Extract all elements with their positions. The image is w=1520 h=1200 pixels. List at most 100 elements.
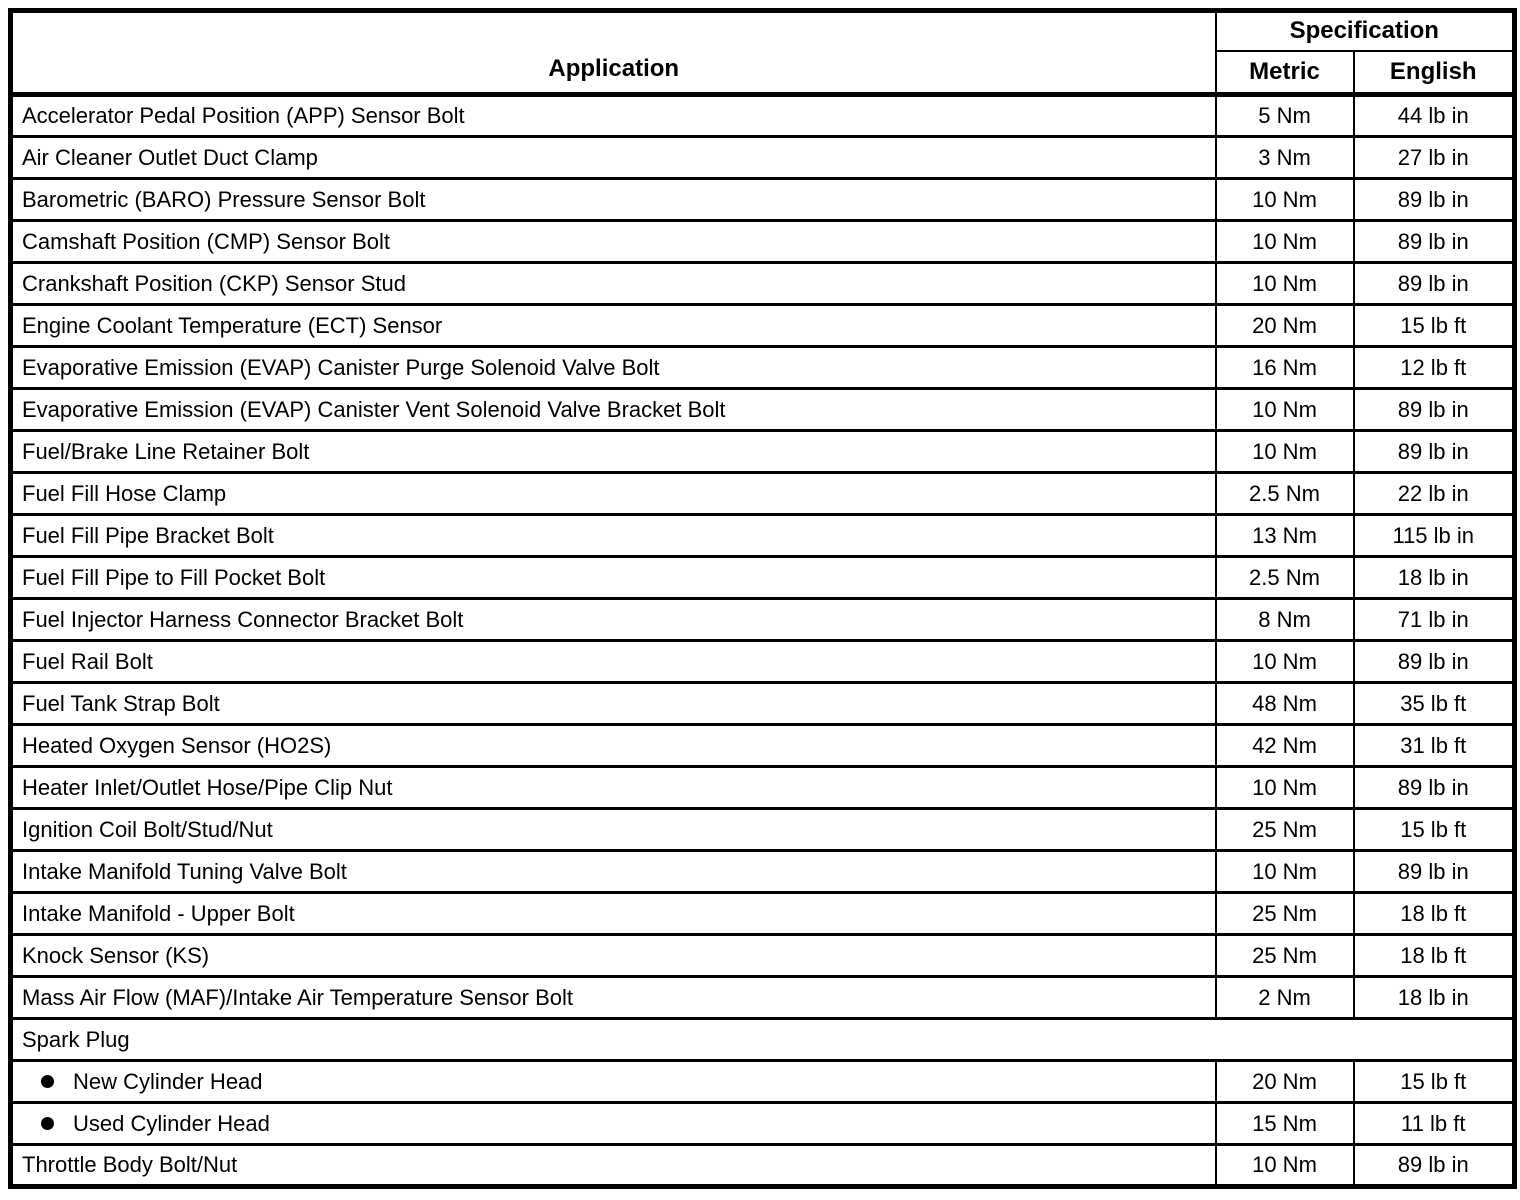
metric-value-cell: 20 Nm	[1214, 303, 1355, 348]
bullet-icon	[41, 1075, 54, 1089]
specification-column-group-header: Specification	[1214, 9, 1516, 52]
english-value-cell: 12 lb ft	[1352, 345, 1516, 390]
metric-value-cell: 48 Nm	[1214, 681, 1355, 726]
application-cell: Fuel/Brake Line Retainer Bolt	[9, 429, 1217, 474]
english-value-cell: 89 lb in	[1352, 261, 1516, 306]
bullet-icon	[41, 1117, 54, 1131]
english-value-cell: 35 lb ft	[1352, 681, 1516, 726]
application-cell: New Cylinder Head	[9, 1059, 1217, 1104]
application-cell: Throttle Body Bolt/Nut	[9, 1143, 1217, 1188]
metric-value-cell: 10 Nm	[1214, 639, 1355, 684]
application-cell: Knock Sensor (KS)	[9, 933, 1217, 978]
table-body: Accelerator Pedal Position (APP) Sensor …	[9, 93, 1516, 1188]
table-row: Barometric (BARO) Pressure Sensor Bolt 10…	[9, 177, 1516, 222]
english-value-cell: 31 lb ft	[1352, 723, 1516, 768]
table-row: Used Cylinder Head 15 Nm 11 lb ft	[9, 1101, 1516, 1146]
english-value-cell: 89 lb in	[1352, 849, 1516, 894]
english-value-cell: 11 lb ft	[1352, 1101, 1516, 1146]
english-value-cell: 89 lb in	[1352, 1143, 1516, 1188]
metric-value-cell: 5 Nm	[1214, 93, 1355, 138]
english-value-cell: 89 lb in	[1352, 387, 1516, 432]
metric-value-cell: 25 Nm	[1214, 807, 1355, 852]
english-value-cell: 18 lb ft	[1352, 933, 1516, 978]
metric-value-cell: 16 Nm	[1214, 345, 1355, 390]
application-cell: Intake Manifold Tuning Valve Bolt	[9, 849, 1217, 894]
english-column-header: English	[1352, 49, 1516, 97]
table-row: Evaporative Emission (EVAP) Canister Pur…	[9, 345, 1516, 390]
english-value-cell: 15 lb ft	[1352, 1059, 1516, 1104]
english-value-cell: 89 lb in	[1352, 219, 1516, 264]
application-cell: Mass Air Flow (MAF)/Intake Air Temperatu…	[9, 975, 1217, 1020]
application-column-header: Application	[9, 9, 1217, 97]
application-cell: Spark Plug	[9, 1017, 1516, 1062]
table-row: Accelerator Pedal Position (APP) Sensor …	[9, 93, 1516, 138]
metric-value-cell: 3 Nm	[1214, 135, 1355, 180]
application-cell: Heater Inlet/Outlet Hose/Pipe Clip Nut	[9, 765, 1217, 810]
table-row: Fuel Injector Harness Connector Bracket …	[9, 597, 1516, 642]
table-row: Fuel Fill Hose Clamp 2.5 Nm 22 lb in	[9, 471, 1516, 516]
metric-value-cell: 10 Nm	[1214, 219, 1355, 264]
table-row: Fuel Rail Bolt 10 Nm 89 lb in	[9, 639, 1516, 684]
table-row: Fuel/Brake Line Retainer Bolt 10 Nm 89 lb …	[9, 429, 1516, 474]
torque-spec-table: Application Specification Metric English…	[8, 8, 1517, 1189]
english-value-cell: 89 lb in	[1352, 429, 1516, 474]
table-row: Fuel Fill Pipe to Fill Pocket Bolt 2.5 Nm…	[9, 555, 1516, 600]
table-row: Fuel Tank Strap Bolt 48 Nm 35 lb ft	[9, 681, 1516, 726]
application-cell: Fuel Rail Bolt	[9, 639, 1217, 684]
metric-value-cell: 10 Nm	[1214, 261, 1355, 306]
application-cell: Fuel Fill Hose Clamp	[9, 471, 1217, 516]
english-value-cell: 89 lb in	[1352, 639, 1516, 684]
metric-value-cell: 25 Nm	[1214, 933, 1355, 978]
application-cell: Evaporative Emission (EVAP) Canister Ven…	[9, 387, 1217, 432]
metric-value-cell: 20 Nm	[1214, 1059, 1355, 1104]
english-value-cell: 18 lb in	[1352, 975, 1516, 1020]
table-row: Intake Manifold Tuning Valve Bolt 10 Nm 89…	[9, 849, 1516, 894]
table-row: Throttle Body Bolt/Nut 10 Nm 89 lb in	[9, 1143, 1516, 1188]
table-row: Camshaft Position (CMP) Sensor Bolt 10 Nm…	[9, 219, 1516, 264]
english-value-cell: 44 lb in	[1352, 93, 1516, 138]
metric-value-cell: 25 Nm	[1214, 891, 1355, 936]
metric-value-cell: 2.5 Nm	[1214, 555, 1355, 600]
english-value-cell: 115 lb in	[1352, 513, 1516, 558]
table-row: Air Cleaner Outlet Duct Clamp 3 Nm 27 lb i…	[9, 135, 1516, 180]
application-cell: Fuel Fill Pipe Bracket Bolt	[9, 513, 1217, 558]
english-value-cell: 27 lb in	[1352, 135, 1516, 180]
metric-value-cell: 10 Nm	[1214, 177, 1355, 222]
metric-value-cell: 10 Nm	[1214, 1143, 1355, 1188]
table-row: Crankshaft Position (CKP) Sensor Stud 10 …	[9, 261, 1516, 306]
table-row: Engine Coolant Temperature (ECT) Sensor 2…	[9, 303, 1516, 348]
english-value-cell: 89 lb in	[1352, 765, 1516, 810]
table-row: Spark Plug	[9, 1017, 1516, 1062]
header-row-specification: Application Specification	[9, 9, 1516, 97]
application-cell: Air Cleaner Outlet Duct Clamp	[9, 135, 1217, 180]
table-row: Ignition Coil Bolt/Stud/Nut 25 Nm 15 lb ft	[9, 807, 1516, 852]
application-cell: Fuel Injector Harness Connector Bracket …	[9, 597, 1217, 642]
header-row-units: Metric English	[11, 49, 1516, 97]
table-row: New Cylinder Head 20 Nm 15 lb ft	[9, 1059, 1516, 1104]
english-value-cell: 71 lb in	[1352, 597, 1516, 642]
application-cell: Fuel Fill Pipe to Fill Pocket Bolt	[9, 555, 1217, 600]
table-row: Intake Manifold - Upper Bolt 25 Nm 18 lb f…	[9, 891, 1516, 936]
application-cell: Heated Oxygen Sensor (HO2S)	[9, 723, 1217, 768]
metric-value-cell: 8 Nm	[1214, 597, 1355, 642]
application-cell: Camshaft Position (CMP) Sensor Bolt	[9, 219, 1217, 264]
metric-value-cell: 10 Nm	[1214, 387, 1355, 432]
table-header: Application Specification Metric English	[9, 9, 1516, 97]
application-cell: Intake Manifold - Upper Bolt	[9, 891, 1217, 936]
english-value-cell: 18 lb in	[1352, 555, 1516, 600]
english-value-cell: 15 lb ft	[1352, 303, 1516, 348]
metric-column-header: Metric	[1214, 49, 1355, 97]
metric-value-cell: 13 Nm	[1214, 513, 1355, 558]
metric-value-cell: 10 Nm	[1214, 429, 1355, 474]
english-value-cell: 22 lb in	[1352, 471, 1516, 516]
application-cell: Fuel Tank Strap Bolt	[9, 681, 1217, 726]
english-value-cell: 18 lb ft	[1352, 891, 1516, 936]
metric-value-cell: 15 Nm	[1214, 1101, 1355, 1146]
table-row: Fuel Fill Pipe Bracket Bolt 13 Nm 115 lb i…	[9, 513, 1516, 558]
application-cell: Barometric (BARO) Pressure Sensor Bolt	[9, 177, 1217, 222]
application-cell: Used Cylinder Head	[9, 1101, 1217, 1146]
metric-value-cell: 10 Nm	[1214, 765, 1355, 810]
table-row: Heated Oxygen Sensor (HO2S) 42 Nm 31 lb ft	[9, 723, 1516, 768]
metric-value-cell: 42 Nm	[1214, 723, 1355, 768]
